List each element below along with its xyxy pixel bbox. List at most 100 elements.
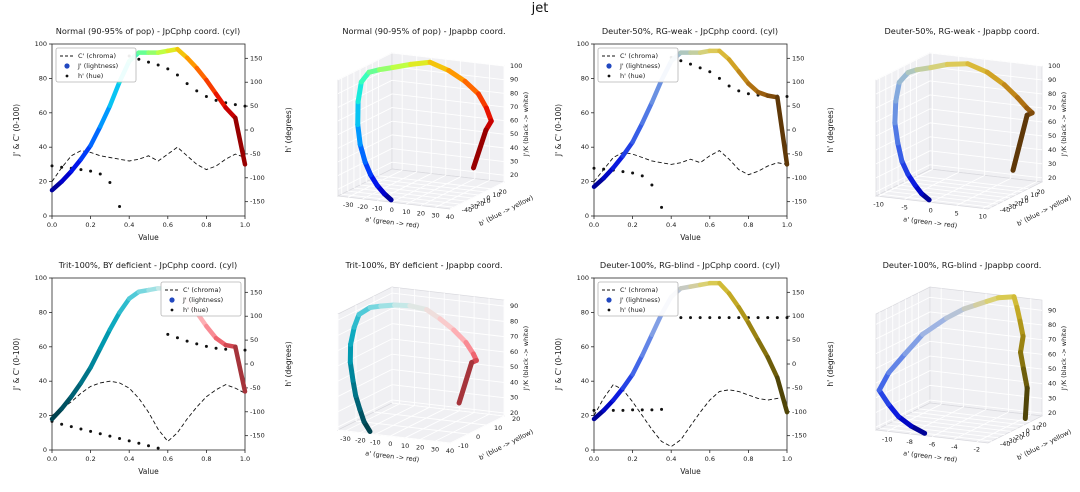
- tick-label: 100: [250, 312, 262, 320]
- tick-label: C' (chroma): [620, 286, 658, 294]
- hue-dot: [746, 92, 750, 96]
- tick-label: Value: [680, 233, 701, 242]
- tick-label: -100: [792, 174, 807, 182]
- hue-dot: [79, 168, 83, 172]
- hue-dot: [698, 316, 702, 320]
- hue-dot: [108, 434, 112, 438]
- colormap-curve-segment: [350, 377, 359, 399]
- lightness-curve-segment: [69, 156, 84, 174]
- tick-label: 80: [581, 74, 589, 82]
- lightness-curve-segment: [204, 77, 219, 97]
- hue-dot: [785, 316, 789, 320]
- chroma-curve: [51, 380, 246, 443]
- legend-lightness-sample: [606, 297, 612, 303]
- tick-label: 40: [446, 213, 454, 221]
- subplot-title: Trit-100%, BY deficient - Jpapbp coord.: [344, 260, 502, 270]
- colormap-curve-segment: [908, 423, 928, 436]
- tick-label: 10: [1030, 191, 1038, 199]
- lightness-curve-segment: [204, 323, 219, 341]
- tick-label: -30: [340, 435, 351, 443]
- tick-label: 50: [510, 363, 518, 371]
- tick-label: 20: [1048, 174, 1056, 182]
- lightness-curve-segment: [107, 310, 122, 332]
- hue-dot: [766, 316, 770, 320]
- tick-label: 60: [510, 348, 518, 356]
- lightness-curve-segment: [620, 139, 635, 159]
- tick-label: 0: [1024, 194, 1028, 202]
- hue-dot: [137, 441, 141, 445]
- hue-dot: [640, 408, 644, 412]
- tick-label: 0.0: [589, 455, 599, 463]
- hue-dot: [175, 336, 179, 340]
- hue-dot: [166, 332, 170, 336]
- lightness-curve-segment: [59, 169, 74, 184]
- tick-label: 40: [1048, 380, 1056, 388]
- legend-hue-sample: [607, 74, 611, 78]
- tick-label: -20: [1012, 200, 1023, 208]
- hue-dot: [689, 62, 692, 66]
- hue-dot: [185, 339, 189, 343]
- hue-dot: [69, 425, 73, 429]
- tick-label: 20: [510, 409, 518, 417]
- colormap-curve-segment: [446, 68, 468, 84]
- chart-trit100-3d: -30 -20 -10 0 10 20 30 40 20 10 0 -10 20 30 40 50 60 70 80…: [336, 286, 535, 464]
- hue-dot: [214, 346, 218, 350]
- hue-dot: [602, 167, 606, 171]
- lightness-curve-segment: [765, 354, 780, 381]
- lightness-curve-segment: [736, 304, 751, 325]
- tick-label: -150: [250, 432, 265, 440]
- tick-label: 20: [581, 412, 589, 420]
- hue-dot: [156, 63, 160, 67]
- tick-label: J' (lightness): [619, 62, 660, 70]
- subplot-title: Trit-100%, BY deficient - JpCphp coord. …: [58, 260, 237, 270]
- subplot-trit100-jpcphp-cyl: Trit-100%, BY deficient - JpCphp coord. …: [8, 256, 304, 482]
- tick-label: 50: [1048, 365, 1056, 373]
- tick-label: 0.8: [743, 221, 753, 229]
- lightness-curve-segment: [88, 346, 103, 370]
- subplot-deuter100-jpcphp-cyl: Deuter-100%, RG-blind - JpCphp coord. (c…: [550, 256, 846, 482]
- tick-label: -50: [250, 150, 261, 158]
- tick-label: J' & C' (0-100): [554, 338, 563, 391]
- lightness-curve-segment: [69, 380, 84, 399]
- hue-dot: [631, 171, 635, 175]
- colormap-curve-segment: [1021, 366, 1030, 391]
- tick-label: 150: [250, 54, 262, 62]
- tick-label: -20: [1013, 434, 1024, 442]
- lightness-curve-segment: [640, 332, 655, 358]
- hue-dot: [785, 95, 789, 99]
- hue-dot: [185, 82, 189, 86]
- tick-label: -150: [250, 198, 265, 206]
- hue-dot: [137, 57, 141, 61]
- lightness-curve-segment: [184, 55, 199, 71]
- tick-label: 60: [39, 109, 47, 117]
- hue-dot: [737, 89, 741, 93]
- tick-label: h' (degrees): [826, 341, 835, 386]
- tick-label: 150: [250, 288, 262, 296]
- hue-dot: [650, 408, 654, 412]
- tick-label: a' (green -> red): [903, 449, 958, 464]
- tick-label: J' & C' (0-100): [12, 338, 21, 391]
- hue-dot: [195, 89, 199, 93]
- colormap-curve-segment: [893, 79, 902, 104]
- colormap-curve-segment: [1010, 112, 1030, 173]
- subplot-deuter50-jpapbp-canvas: Deuter-50%, RG-weak - Jpapbp coord. -10-…: [873, 26, 1072, 230]
- colormap-curve-segment: [885, 401, 901, 419]
- tick-label: 0: [43, 212, 47, 220]
- tick-label: -10: [372, 205, 383, 213]
- tick-label: 60: [1048, 350, 1056, 358]
- colormap-curve-segment: [427, 59, 452, 74]
- hue-dot: [60, 422, 64, 426]
- tick-label: h' (degrees): [284, 107, 293, 152]
- tick-label: h' (hue): [620, 306, 645, 314]
- lightness-curve-segment: [726, 291, 741, 310]
- tick-label: -2: [974, 446, 980, 454]
- tick-label: h' (hue): [78, 72, 103, 80]
- lightness-curve-segment: [649, 77, 664, 105]
- hue-dot: [717, 316, 721, 320]
- tick-label: -10: [1018, 197, 1029, 205]
- chart-normal-cyl: 0.0 0.2 0.4 0.6 0.8 1.0 0 20 40 60 80 100 -150 -100 -5…: [12, 40, 293, 242]
- tick-label: 0: [476, 433, 480, 441]
- tick-label: 30: [431, 445, 439, 453]
- tick-label: 30: [1048, 394, 1056, 402]
